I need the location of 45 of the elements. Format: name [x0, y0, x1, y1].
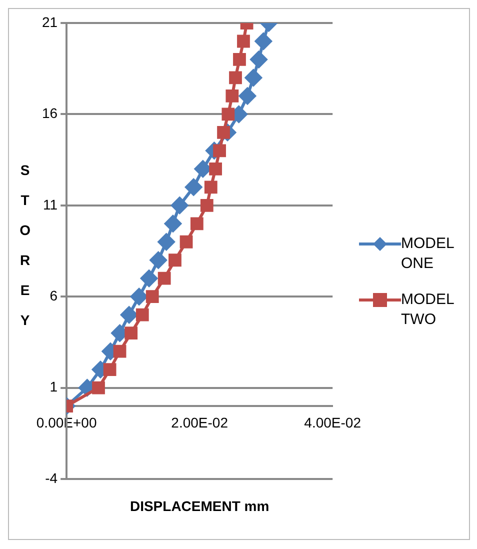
legend-label: MODEL TWO [401, 290, 455, 330]
point [136, 308, 149, 322]
point [204, 180, 218, 194]
y-tick-label: 6 [50, 287, 58, 304]
point [194, 160, 212, 178]
point [92, 381, 105, 394]
y-axis-title: STOREY [20, 162, 31, 328]
y-tick-label: -4 [45, 470, 58, 486]
point [180, 235, 193, 248]
point [237, 34, 250, 48]
point [254, 32, 272, 50]
point [130, 288, 148, 306]
point [244, 69, 262, 86]
y-tick-label: 16 [42, 105, 58, 122]
point [185, 178, 202, 196]
point [200, 198, 214, 212]
x-axis-title: DISPLACEMENT mm [130, 498, 270, 514]
point [158, 233, 175, 250]
point [171, 196, 188, 214]
x-tick-label: 4.00E-02 [304, 414, 362, 430]
point [124, 326, 138, 340]
x-tick-label: 2.00E-02 [171, 414, 228, 430]
point [238, 87, 256, 104]
point [217, 126, 230, 139]
point [164, 215, 182, 232]
point [168, 254, 182, 267]
point [120, 306, 138, 324]
point [103, 363, 116, 376]
point [250, 50, 268, 68]
point [209, 162, 222, 176]
point [146, 290, 159, 304]
legend-label: MODEL ONE [401, 234, 455, 274]
y-tick-label: 11 [43, 196, 58, 212]
point [233, 53, 246, 66]
y-tick-label: 1 [50, 378, 58, 395]
y-tick-label: 21 [42, 14, 58, 30]
point [140, 270, 158, 287]
point [158, 272, 171, 285]
point [226, 90, 239, 102]
point [229, 71, 242, 84]
point [190, 217, 204, 230]
point [113, 344, 126, 358]
point [213, 144, 226, 158]
point [222, 108, 235, 121]
point [150, 252, 167, 269]
